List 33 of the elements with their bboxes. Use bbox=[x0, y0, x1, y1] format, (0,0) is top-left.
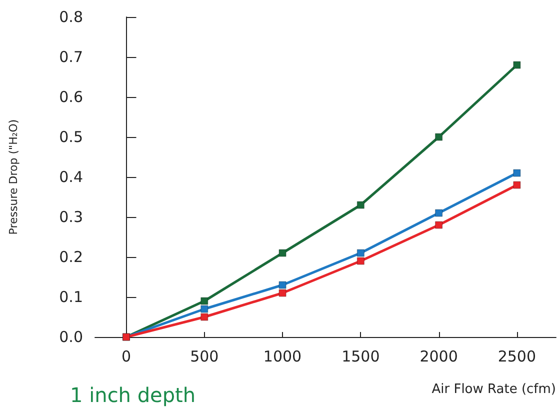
y-tick-label: 0.0 bbox=[59, 328, 83, 346]
point bbox=[200, 297, 208, 305]
x-tick-label: 500 bbox=[190, 348, 219, 366]
point bbox=[278, 249, 286, 257]
x-tick-label: 2000 bbox=[420, 348, 458, 366]
point bbox=[278, 281, 286, 289]
point bbox=[200, 305, 208, 313]
point bbox=[356, 249, 364, 257]
point bbox=[513, 181, 521, 189]
point bbox=[435, 209, 443, 217]
y-tick-label: 0.3 bbox=[59, 208, 83, 226]
point bbox=[435, 221, 443, 229]
point bbox=[356, 201, 364, 209]
x-tick-label: 1500 bbox=[342, 348, 380, 366]
y-tick-label: 0.6 bbox=[59, 88, 83, 106]
y-tick-label: 0.2 bbox=[59, 248, 83, 266]
x-tick-label: 2500 bbox=[498, 348, 536, 366]
text: 1 inch depth bbox=[70, 383, 196, 407]
point bbox=[356, 257, 364, 265]
y-tick-label: 0.7 bbox=[59, 48, 83, 66]
y-tick-label: 0.4 bbox=[59, 168, 83, 186]
point bbox=[435, 133, 443, 141]
point bbox=[278, 289, 286, 297]
y-tick-label: 0.8 bbox=[59, 8, 83, 26]
x-axis-title: Air Flow Rate (cfm) bbox=[432, 382, 556, 397]
y-tick-label: 0.1 bbox=[59, 288, 83, 306]
x-tick-label: 0 bbox=[121, 348, 132, 366]
point bbox=[513, 169, 521, 177]
y-tick-label: 0.5 bbox=[59, 128, 83, 146]
point bbox=[513, 61, 521, 69]
y-axis-title: Pressure Drop ("H₂O) bbox=[7, 119, 20, 235]
point bbox=[200, 313, 208, 321]
x-tick-label: 1000 bbox=[263, 348, 302, 366]
